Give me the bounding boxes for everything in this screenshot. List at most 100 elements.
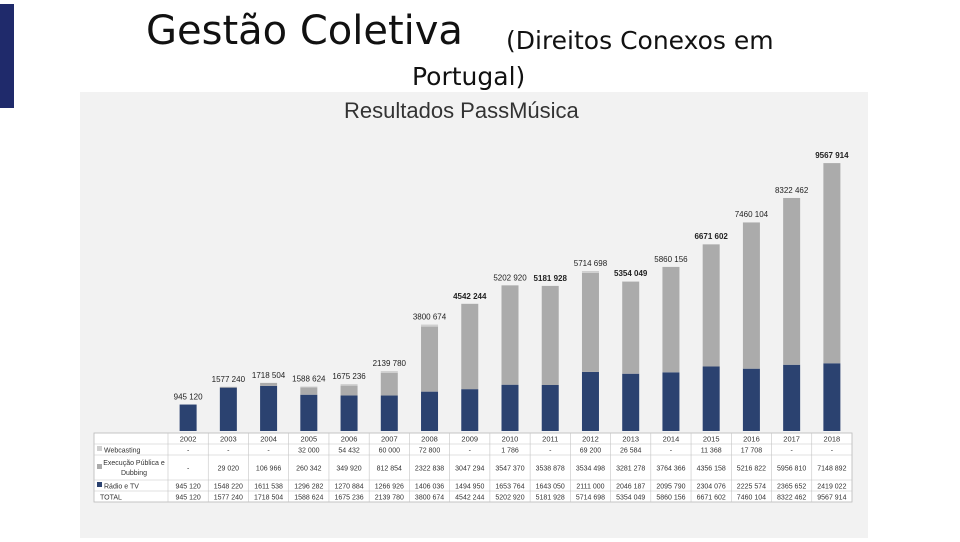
bar-segment-1 [502,285,519,384]
table-cell: 72 800 [419,448,441,455]
year-tick-label: 2008 [421,435,438,444]
bar-segment-0 [461,389,478,431]
table-cell: 4356 158 [697,466,726,473]
table-cell: 1 786 [501,448,519,455]
year-tick-label: 2017 [783,435,800,444]
table-cell: 2111 000 [576,484,604,491]
slide-title-parenthetical: (Direitos Conexos em [506,26,774,55]
bar-segment-0 [341,395,358,431]
bar-segment-1 [743,223,760,369]
table-cell: 1653 764 [495,484,524,491]
table-cell: 812 854 [377,466,402,473]
bar-segment-1 [823,163,840,363]
bar-segment-1 [300,387,317,394]
data-label-total: 1588 624 [292,375,326,384]
data-label-total: 4542 244 [453,292,487,301]
table-cell: 6671 602 [697,495,726,502]
data-label-total: 1718 504 [252,371,286,380]
table-cell: 54 432 [338,448,360,455]
bar-segment-0 [180,405,197,431]
table-cell: 9567 914 [817,495,846,502]
bar-segment-2 [582,271,599,273]
bar-segment-2 [381,371,398,373]
chart-panel: 945 120 1577 240 1718 504 1588 624 1675 236 2… [80,92,868,538]
legend-swatch [97,464,102,469]
bar-segment-0 [220,388,237,431]
table-cell: 106 966 [256,466,281,473]
bar-segment-1 [220,387,237,388]
legend-swatch [97,482,102,487]
data-label-total: 3800 674 [413,313,447,322]
year-tick-label: 2014 [663,435,680,444]
table-cell: 5216 822 [737,466,766,473]
legend-label: TOTAL [100,495,122,502]
table-cell: 5354 049 [616,495,645,502]
table-cell: 7148 892 [817,466,846,473]
bar-segment-1 [703,245,720,367]
table-cell: 5956 810 [777,466,806,473]
year-tick-label: 2004 [260,435,277,444]
legend-swatch [97,446,102,451]
bar-segment-1 [381,373,398,396]
table-cell: 5860 156 [656,495,685,502]
table-cell: 2365 652 [777,484,806,491]
data-label-total: 1675 236 [332,372,366,381]
year-tick-label: 2010 [502,435,519,444]
data-label-total: 2139 780 [373,359,407,368]
accent-bar [0,4,14,108]
bar-segment-2 [300,387,317,388]
table-cell: 1588 624 [294,495,323,502]
bar-segment-1 [662,267,679,372]
table-cell: 1577 240 [214,495,243,502]
table-cell: 69 200 [580,448,602,455]
table-cell: 2322 838 [415,466,444,473]
slide-subtitle: Resultados PassMúsica [344,98,579,124]
bar-segment-0 [582,372,599,431]
year-tick-label: 2009 [461,435,478,444]
table-cell: 1548 220 [214,484,243,491]
slide-title: Gestão Coletiva [146,8,463,54]
table-cell: 3047 294 [455,466,484,473]
data-label-total: 1577 240 [212,375,246,384]
table-cell: 17 708 [741,448,763,455]
table-cell: 3764 366 [656,466,685,473]
table-cell: 1296 282 [294,484,323,491]
table-cell: 60 000 [379,448,401,455]
table-cell: 5181 928 [536,495,565,502]
table-cell: 2095 790 [656,484,685,491]
year-tick-label: 2002 [180,435,197,444]
table-cell: 1494 950 [455,484,484,491]
table-cell: 349 920 [336,466,361,473]
bar-segment-1 [461,304,478,389]
table-cell: 32 000 [298,448,320,455]
table-cell: 1611 538 [254,484,283,491]
data-label-total: 6671 602 [694,232,728,241]
bar-segment-0 [622,374,639,431]
table-cell: 3538 878 [536,466,565,473]
bar-segment-2 [622,281,639,282]
bar-segment-0 [783,365,800,431]
bar-segment-0 [300,395,317,431]
year-tick-label: 2013 [622,435,639,444]
table-cell: 1643 050 [536,484,565,491]
table-cell: 29 020 [218,466,240,473]
bar-segment-1 [341,386,358,396]
data-label-total: 5860 156 [654,255,688,264]
year-tick-label: 2012 [582,435,599,444]
table-cell: 3547 370 [495,466,524,473]
bar-segment-2 [421,325,438,327]
table-cell: 2046 187 [616,484,645,491]
bar-segment-0 [703,366,720,431]
table-cell: 945 120 [175,484,200,491]
bar-segment-1 [542,286,559,385]
table-cell: 1406 036 [415,484,444,491]
table-cell: 1266 926 [375,484,404,491]
table-cell: 3281 278 [616,466,645,473]
table-cell: 3800 674 [415,495,444,502]
table-cell: 2419 022 [817,484,846,491]
table-cell: 4542 244 [455,495,484,502]
year-tick-label: 2003 [220,435,237,444]
table-cell: 945 120 [175,495,200,502]
bar-segment-0 [421,392,438,431]
table-cell: 1675 236 [334,495,363,502]
